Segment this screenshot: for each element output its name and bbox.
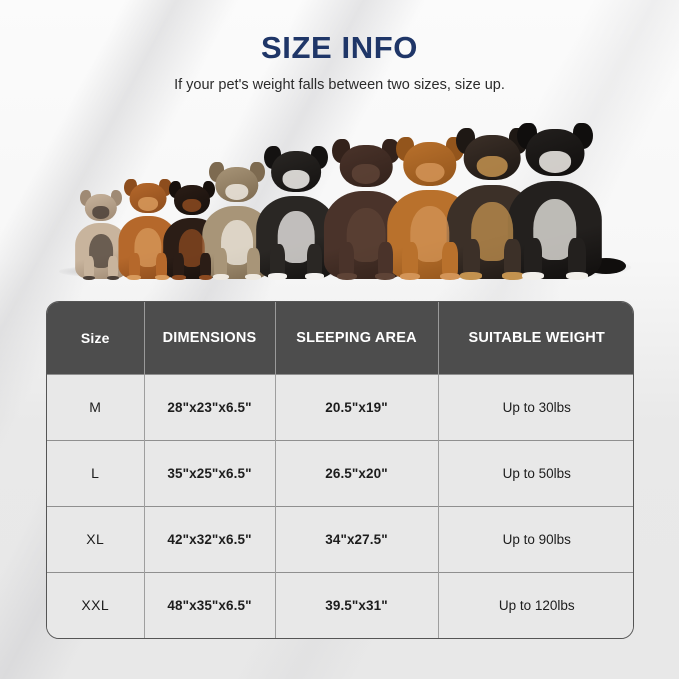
dog-muzzle — [225, 183, 249, 200]
dog-paw-left — [400, 272, 421, 280]
dog-muzzle — [539, 151, 571, 173]
dog-paw-right — [244, 274, 262, 280]
dog-paw-left — [460, 272, 482, 280]
cell-suitable-weight: Up to 50lbs — [438, 439, 633, 506]
dog-paw-left — [171, 275, 186, 280]
dog-bernese-mountain-dog — [478, 121, 632, 280]
dog-size-illustration — [0, 112, 679, 287]
dog-front-leg-left — [84, 255, 94, 279]
dog-front-leg-right — [199, 253, 211, 279]
dog-front-leg-right — [504, 239, 522, 279]
cell-dimensions: 48"x35"x6.5" — [144, 571, 276, 638]
dog-paw-left — [336, 272, 357, 280]
dog-paw-left — [82, 275, 96, 280]
cell-sleeping-area: 26.5"x20" — [275, 439, 439, 506]
dog-paw-left — [268, 273, 288, 280]
cell-sleeping-area: 20.5"x19" — [275, 373, 439, 440]
dog-miniature-pinscher — [145, 180, 239, 280]
dog-paw-right — [304, 273, 324, 280]
page-title: SIZE INFO — [261, 30, 418, 65]
cell-dimensions: 35"x25"x6.5" — [144, 439, 276, 506]
dog-front-leg-left — [462, 239, 480, 279]
size-table: Size DIMENSIONS SLEEPING AREA SUITABLE W… — [47, 302, 633, 638]
cell-size: XXL — [47, 571, 145, 638]
cell-dimensions: 42"x32"x6.5" — [144, 505, 276, 572]
dog-paw-right — [502, 272, 524, 280]
dog-front-leg-right — [377, 242, 394, 279]
dog-front-leg-left — [128, 252, 140, 279]
table-row: XXL 48"x35"x6.5" 39.5"x31" Up to 120lbs — [47, 571, 633, 638]
dog-front-leg-left — [524, 237, 542, 279]
table-body: M 28"x23"x6.5" 20.5"x19" Up to 30lbs L 3… — [47, 373, 633, 638]
dog-front-leg-right — [441, 241, 458, 279]
dog-front-leg-right — [108, 255, 118, 279]
dog-muzzle — [138, 196, 158, 211]
page-header: SIZE INFO If your pet's weight falls bet… — [0, 0, 679, 94]
cell-size: XL — [47, 505, 145, 572]
dog-paw-left — [212, 274, 230, 280]
cell-suitable-weight: Up to 30lbs — [438, 373, 633, 440]
cell-sleeping-area: 39.5"x31" — [275, 571, 439, 638]
table-row: XL 42"x32"x6.5" 34"x27.5" Up to 90lbs — [47, 505, 633, 572]
dog-front-leg-right — [306, 244, 322, 279]
dog-paw-right — [565, 272, 589, 280]
dog-paw-left — [521, 272, 545, 280]
cell-dimensions: 28"x23"x6.5" — [144, 373, 276, 440]
cell-suitable-weight: Up to 90lbs — [438, 505, 633, 572]
table-row: L 35"x25"x6.5" 26.5"x20" Up to 50lbs — [47, 439, 633, 506]
dog-front-leg-left — [338, 242, 355, 279]
dog-front-leg-left — [214, 248, 228, 279]
dog-muzzle — [92, 206, 110, 219]
column-header-size: Size — [47, 302, 145, 374]
page-subtitle: If your pet's weight falls between two s… — [174, 76, 505, 93]
dog-paw-left — [127, 274, 142, 280]
dog-paw-right — [198, 275, 213, 280]
table-row: M 28"x23"x6.5" 20.5"x19" Up to 30lbs — [47, 373, 633, 440]
cell-size: M — [47, 373, 145, 440]
dog-front-leg-right — [246, 248, 260, 279]
dog-ear-right — [110, 190, 122, 206]
dog-french-bulldog — [58, 189, 143, 280]
dog-paw-right — [375, 272, 396, 280]
dog-front-leg-left — [173, 253, 185, 279]
cell-sleeping-area: 34"x27.5" — [275, 505, 439, 572]
dog-row — [0, 112, 679, 287]
dog-muzzle — [282, 170, 310, 189]
dog-muzzle — [351, 164, 381, 184]
dog-paw-right — [439, 272, 460, 280]
table-header-row: Size DIMENSIONS SLEEPING AREA SUITABLE W… — [47, 302, 633, 374]
dog-ear-left — [80, 190, 92, 206]
dog-front-leg-left — [402, 241, 419, 279]
dog-muzzle — [182, 198, 202, 213]
cell-size: L — [47, 439, 145, 506]
column-header-dimensions: DIMENSIONS — [144, 302, 276, 374]
dog-front-leg-right — [156, 252, 168, 279]
dog-front-leg-left — [270, 244, 286, 279]
dog-front-leg-right — [568, 237, 586, 279]
dog-muzzle — [476, 155, 508, 177]
column-header-sleeping-area: SLEEPING AREA — [275, 302, 439, 374]
dog-muzzle — [415, 162, 445, 183]
cell-suitable-weight: Up to 120lbs — [438, 571, 633, 638]
dog-paw-right — [106, 275, 120, 280]
table-header: Size DIMENSIONS SLEEPING AREA SUITABLE W… — [47, 302, 633, 374]
dog-chest — [89, 233, 113, 269]
size-chart-table: Size DIMENSIONS SLEEPING AREA SUITABLE W… — [46, 301, 634, 639]
column-header-suitable-weight: SUITABLE WEIGHT — [438, 302, 633, 374]
dog-paw-right — [154, 274, 169, 280]
